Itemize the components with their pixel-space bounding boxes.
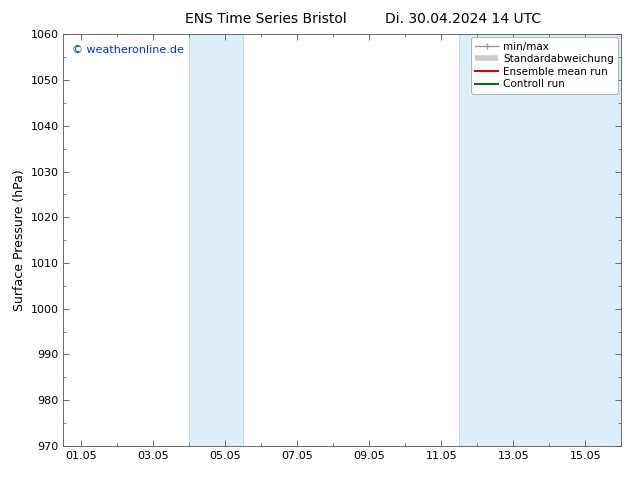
Bar <box>460 34 621 446</box>
Legend: min/max, Standardabweichung, Ensemble mean run, Controll run: min/max, Standardabweichung, Ensemble me… <box>471 37 618 94</box>
Text: Di. 30.04.2024 14 UTC: Di. 30.04.2024 14 UTC <box>385 12 541 26</box>
Y-axis label: Surface Pressure (hPa): Surface Pressure (hPa) <box>13 169 26 311</box>
Bar <box>190 34 243 446</box>
Text: © weatheronline.de: © weatheronline.de <box>72 45 184 54</box>
Text: ENS Time Series Bristol: ENS Time Series Bristol <box>185 12 347 26</box>
